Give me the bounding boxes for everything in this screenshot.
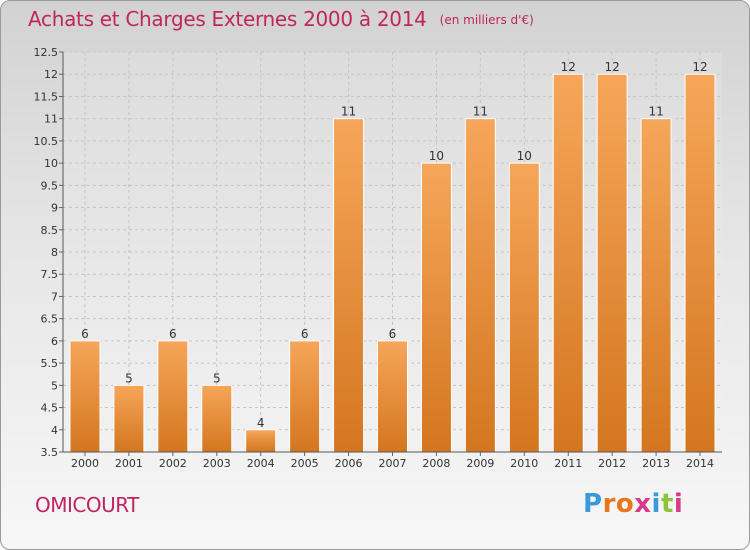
chart-title: Achats et Charges Externes 2000 à 2014 bbox=[28, 7, 427, 31]
x-tick-label: 2006 bbox=[335, 457, 363, 470]
bar bbox=[552, 73, 584, 453]
y-tick-label: 8 bbox=[51, 246, 58, 259]
title-row: Achats et Charges Externes 2000 à 2014 (… bbox=[28, 7, 534, 31]
y-tick-label: 12 bbox=[44, 68, 58, 81]
y-tick-label: 6 bbox=[51, 335, 58, 348]
y-tick-label: 4.5 bbox=[41, 402, 59, 415]
x-tick-label: 2012 bbox=[598, 457, 626, 470]
logo-letter: t bbox=[660, 489, 674, 519]
bar-value-label: 12 bbox=[605, 60, 620, 74]
y-tick-label: 8.5 bbox=[41, 224, 59, 237]
bar bbox=[684, 73, 716, 453]
y-tick-label: 5.5 bbox=[41, 357, 59, 370]
bar bbox=[113, 384, 145, 453]
bar bbox=[596, 73, 628, 453]
x-tick-label: 2013 bbox=[642, 457, 670, 470]
logo-letter: x bbox=[634, 489, 652, 519]
y-tick-label: 9.5 bbox=[41, 179, 59, 192]
chart-unit: (en milliers d'€) bbox=[439, 13, 534, 27]
bar-value-label: 11 bbox=[341, 105, 356, 119]
y-tick-label: 10 bbox=[44, 157, 58, 170]
x-tick-label: 2000 bbox=[71, 457, 99, 470]
y-tick-label: 11.5 bbox=[34, 90, 59, 103]
bar-value-label: 6 bbox=[81, 327, 89, 341]
bar bbox=[420, 162, 452, 453]
bar-value-label: 11 bbox=[473, 105, 488, 119]
bar bbox=[377, 340, 408, 453]
y-tick-label: 4 bbox=[51, 424, 58, 437]
bars: 6 5 6 5 4 6 11 6 10 11 10 12 12 11 12 bbox=[69, 60, 716, 453]
logo-letter: i bbox=[651, 489, 661, 519]
commune-name: OMICOURT bbox=[35, 493, 139, 517]
bar-value-label: 5 bbox=[213, 371, 221, 385]
y-tick-label: 12.5 bbox=[34, 46, 59, 59]
bar bbox=[464, 118, 496, 453]
y-tick-label: 7.5 bbox=[41, 268, 59, 281]
y-tick-label: 3.5 bbox=[41, 446, 59, 459]
bar bbox=[289, 340, 321, 453]
bar-value-label: 12 bbox=[692, 60, 707, 74]
logo-letter: o bbox=[615, 489, 635, 519]
y-tick-label: 9 bbox=[51, 202, 58, 215]
x-tick-label: 2003 bbox=[203, 457, 231, 470]
bar-value-label: 10 bbox=[517, 149, 532, 163]
y-tick-label: 11 bbox=[44, 113, 58, 126]
bar bbox=[157, 340, 189, 453]
bar-value-label: 6 bbox=[301, 327, 309, 341]
x-tick-label: 2001 bbox=[115, 457, 143, 470]
logo-letter: r bbox=[602, 489, 616, 519]
bar-value-label: 12 bbox=[561, 60, 576, 74]
axes: 3.5 4 4.5 5 5.5 6 6.5 7 7.5 8 8.5 9 9.5 10 10.5 11 11.5 1… bbox=[34, 46, 722, 470]
x-tick-label: 2004 bbox=[247, 457, 275, 470]
x-tick-label: 2014 bbox=[686, 457, 714, 470]
x-tick-label: 2011 bbox=[554, 457, 582, 470]
bar-value-label: 4 bbox=[257, 416, 265, 430]
x-tick-label: 2002 bbox=[159, 457, 187, 470]
x-tick-label: 2007 bbox=[379, 457, 407, 470]
y-tick-label: 7 bbox=[51, 290, 58, 303]
y-tick-label: 10.5 bbox=[34, 135, 59, 148]
bar-value-label: 5 bbox=[125, 371, 133, 385]
bar bbox=[508, 162, 540, 453]
proxiti-logo[interactable]: Proxiti bbox=[583, 489, 683, 519]
y-tick-label: 5 bbox=[51, 379, 58, 392]
x-tick-label: 2010 bbox=[510, 457, 538, 470]
bar bbox=[245, 429, 277, 453]
y-tick-label: 6.5 bbox=[41, 313, 59, 326]
bar bbox=[640, 118, 672, 453]
bar-value-label: 6 bbox=[389, 327, 397, 341]
bar bbox=[201, 384, 233, 453]
bar-value-label: 11 bbox=[648, 105, 663, 119]
x-tick-label: 2009 bbox=[466, 457, 494, 470]
x-tick-label: 2005 bbox=[291, 457, 319, 470]
bar-value-label: 6 bbox=[169, 327, 177, 341]
bar-value-label: 10 bbox=[429, 149, 444, 163]
bar bbox=[333, 118, 365, 453]
x-tick-label: 2008 bbox=[422, 457, 450, 470]
logo-letter: i bbox=[673, 489, 684, 519]
logo-letter: P bbox=[583, 489, 603, 519]
bar bbox=[69, 340, 101, 453]
